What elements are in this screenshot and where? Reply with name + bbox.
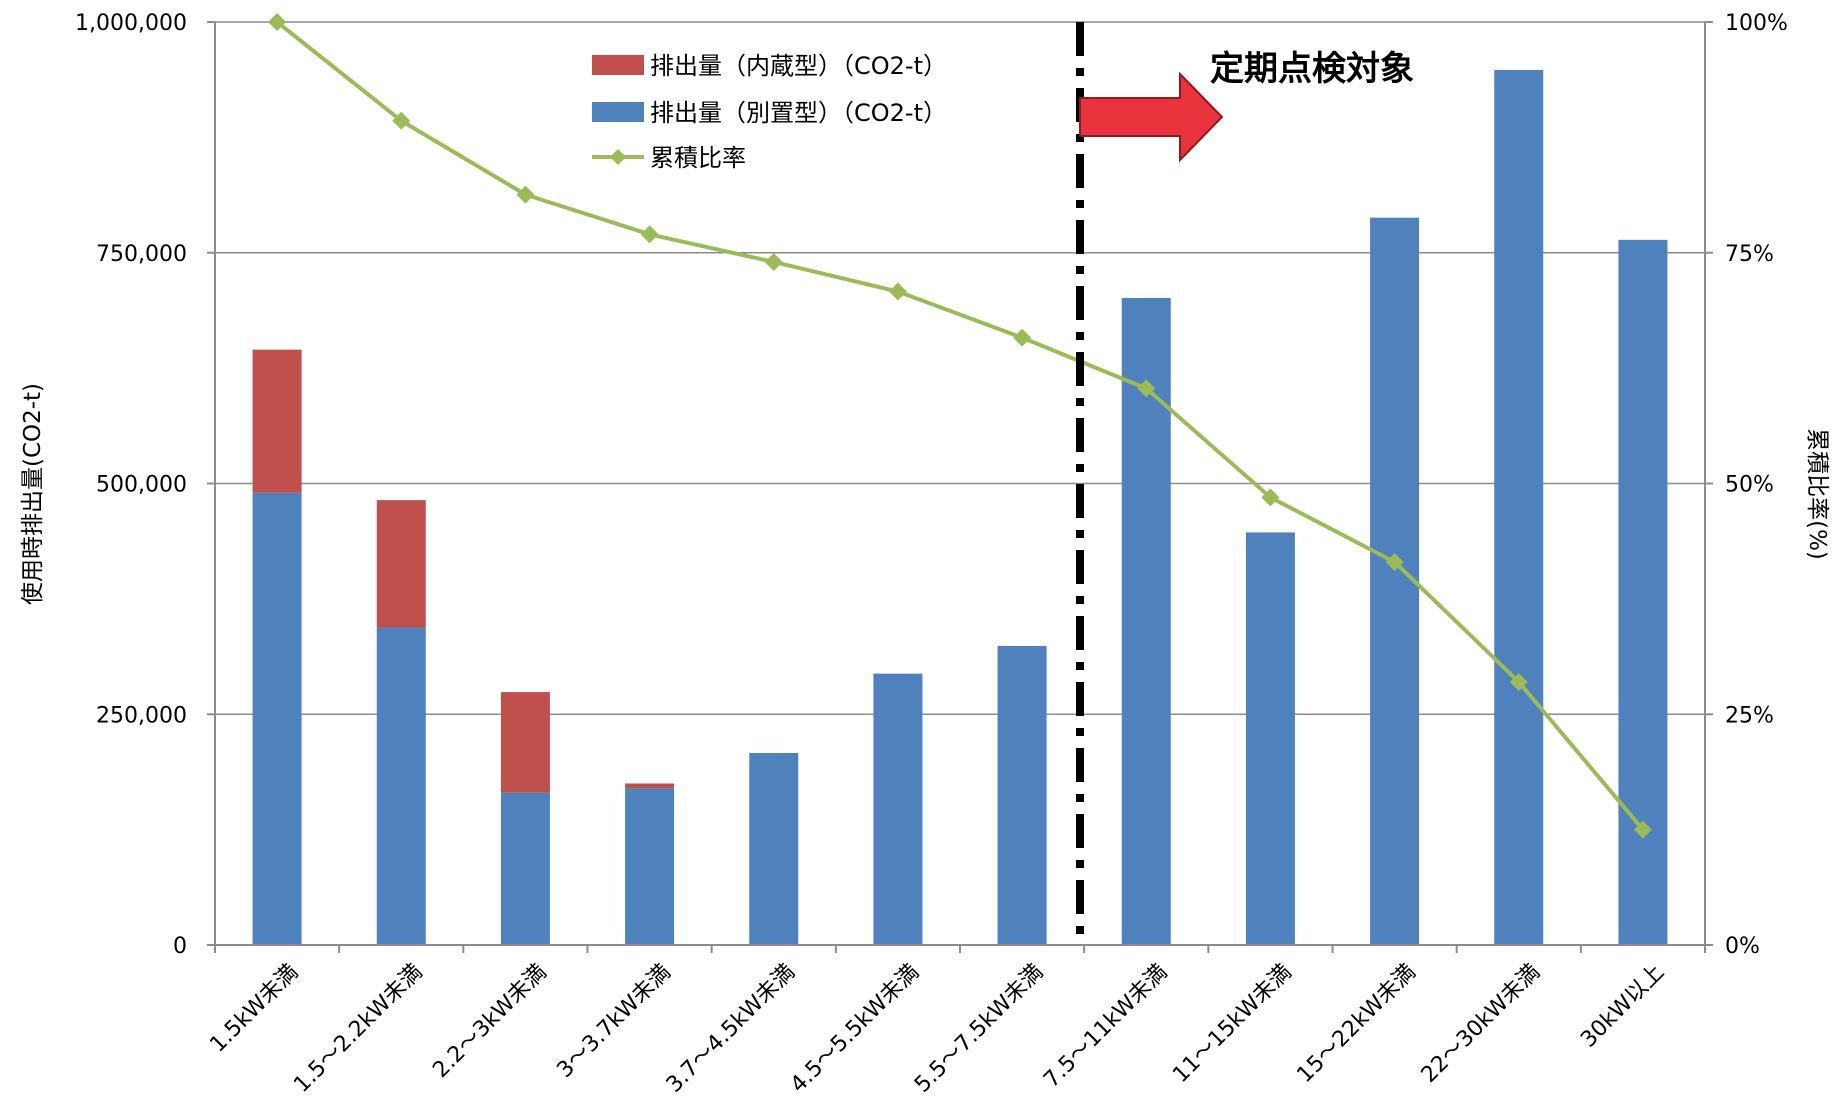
cumulative-marker xyxy=(1633,820,1652,839)
gridlines xyxy=(215,21,1705,715)
arrow-icon xyxy=(1079,71,1224,163)
inspection-label: 定期点検対象 xyxy=(1210,49,1414,89)
category-label: 1.5～2.2kW未満 xyxy=(289,960,427,1098)
y2-tick-label: 75% xyxy=(1725,242,1774,267)
bar-builtin xyxy=(252,349,302,493)
legend: 排出量（内蔵型）（CO2-t） 排出量（別置型）（CO2-t） 累積比率 xyxy=(592,52,947,172)
cumulative-marker xyxy=(1385,552,1404,571)
y2-tick-label: 50% xyxy=(1725,473,1774,498)
cumulative-marker xyxy=(392,111,411,130)
y2-tick-label: 0% xyxy=(1725,934,1760,959)
y-axis-title: 使用時排出量(CO2-t) xyxy=(20,383,46,605)
legend-label-separate: 排出量（別置型）（CO2-t） xyxy=(650,99,947,127)
y2-tick-label: 100% xyxy=(1725,11,1788,36)
bar-separate xyxy=(1618,239,1668,945)
cumulative-line xyxy=(268,13,1652,839)
category-label: 22～30kW未満 xyxy=(1417,960,1545,1088)
category-label: 4.5～5.5kW未満 xyxy=(786,960,924,1098)
category-label: 7.5～11kW未満 xyxy=(1039,960,1172,1093)
cumulative-marker xyxy=(1013,328,1032,347)
legend-swatch-separate xyxy=(592,102,644,122)
category-label: 11～15kW未満 xyxy=(1168,960,1296,1088)
tick-labels: 0 0% 250,000 25% 500,000 50% 750,000 75% 1,000,0… xyxy=(75,11,1788,959)
bar-separate xyxy=(1494,69,1544,946)
y-tick-label: 1,000,000 xyxy=(75,11,187,36)
axes xyxy=(207,21,1713,953)
y2-tick-label: 25% xyxy=(1725,703,1774,728)
cumulative-marker xyxy=(1137,379,1156,398)
bar-separate xyxy=(873,673,923,945)
bar-separate xyxy=(500,792,550,945)
category-label: 30kW以上 xyxy=(1576,960,1669,1053)
cumulative-marker xyxy=(640,225,659,244)
category-label: 1.5kW未満 xyxy=(205,960,303,1058)
bar-builtin xyxy=(500,692,550,793)
legend-label-cumulative: 累積比率 xyxy=(650,144,746,172)
category-label: 5.5～7.5kW未満 xyxy=(910,960,1048,1098)
bar-builtin xyxy=(376,500,426,628)
cumulative-polyline xyxy=(275,20,1645,831)
y-tick-label: 250,000 xyxy=(96,703,187,728)
category-label: 3～3.7kW未満 xyxy=(552,960,675,1083)
bar-separate xyxy=(252,492,302,945)
bar-separate xyxy=(997,645,1047,945)
category-label: 15～22kW未満 xyxy=(1292,960,1420,1088)
category-label: 3.7～4.5kW未満 xyxy=(662,960,800,1098)
bar-separate xyxy=(376,627,426,945)
y-tick-label: 0 xyxy=(173,934,187,959)
y-tick-label: 750,000 xyxy=(96,242,187,267)
cumulative-marker xyxy=(516,185,535,204)
bar-separate xyxy=(1121,297,1171,945)
bar-builtin xyxy=(625,783,675,789)
y-tick-label: 500,000 xyxy=(96,473,187,498)
cumulative-marker xyxy=(1509,672,1528,691)
cumulative-marker xyxy=(764,252,783,271)
legend-marker-cumulative xyxy=(610,149,626,165)
legend-swatch-builtin xyxy=(592,55,644,75)
category-label: 2.2～3kW未満 xyxy=(428,960,551,1083)
cumulative-marker xyxy=(888,282,907,301)
bar-separate xyxy=(1370,217,1420,945)
bar-separate xyxy=(1245,532,1295,945)
bar-separate xyxy=(625,788,675,945)
legend-label-builtin: 排出量（内蔵型）（CO2-t） xyxy=(650,52,947,80)
bars xyxy=(252,69,1668,946)
cumulative-marker xyxy=(1261,488,1280,507)
cumulative-marker xyxy=(268,13,287,31)
bar-separate xyxy=(749,753,799,945)
y2-axis-title: 累積比率(%) xyxy=(1804,428,1830,560)
inspection-annotation: 定期点検対象 xyxy=(1076,22,1414,942)
